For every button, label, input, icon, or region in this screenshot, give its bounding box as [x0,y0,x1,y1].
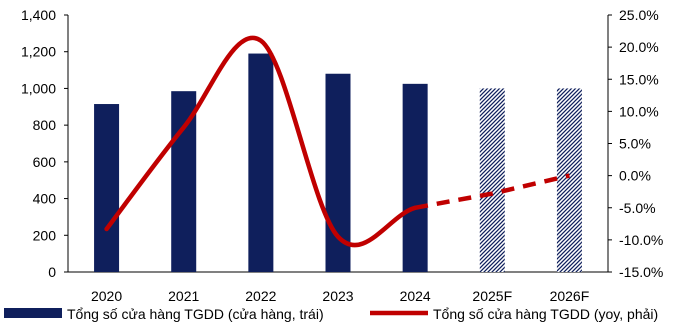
right-tick-label: -15.0% [619,264,663,280]
right-tick-label: 20.0% [619,39,659,55]
right-tick-label: 10.0% [619,103,659,119]
x-tick-label: 2020 [91,288,122,304]
x-axis-ticks: 2020 2021 2022 2023 2024 2025F 2026F [91,288,589,304]
right-tick-label: 15.0% [619,71,659,87]
line-series [104,35,570,248]
right-tick-label: 0.0% [619,168,651,184]
x-tick-label: 2022 [245,288,276,304]
bar [171,91,197,272]
left-tick-label: 800 [33,117,57,133]
x-tick-label: 2021 [168,288,199,304]
x-tick-label: 2025F [472,288,512,304]
right-tick-label: -10.0% [619,232,663,248]
left-tick-label: 1,200 [21,44,56,60]
yoy-line-actual [104,35,418,248]
x-tick-label: 2024 [400,288,431,304]
legend-swatch-bar [4,308,62,318]
right-tick-label: 5.0% [619,136,651,152]
bar [248,53,274,272]
left-tick-label: 1,000 [21,80,56,96]
right-axis-ticks: -15.0% -10.0% -5.0% 0.0% 5.0% 10.0% 15.0% 20.0%… [608,7,663,280]
legend-label-bar: Tổng số cửa hàng TGDD (cửa hàng, trái) [67,306,324,322]
legend-label-line: Tổng số cửa hàng TGDD (yoy, phải) [433,306,658,322]
left-tick-label: 200 [33,227,57,243]
right-tick-label: -5.0% [619,200,656,216]
left-axis-ticks: 0 200 400 600 800 1,000 1,200 1,400 [21,7,68,280]
legend: Tổng số cửa hàng TGDD (cửa hàng, trái) Tổ… [4,306,658,322]
yoy-line-forecast [414,173,570,211]
right-tick-label: 25.0% [619,7,659,23]
left-tick-label: 600 [33,154,57,170]
x-tick-label: 2023 [322,288,353,304]
forecast-bar [556,88,582,272]
left-tick-label: 0 [48,264,56,280]
left-tick-label: 400 [33,191,57,207]
bar [402,83,428,272]
forecast-bar [479,88,505,272]
bar [94,104,120,273]
x-tick-label: 2026F [550,288,590,304]
left-tick-label: 1,400 [21,7,56,23]
